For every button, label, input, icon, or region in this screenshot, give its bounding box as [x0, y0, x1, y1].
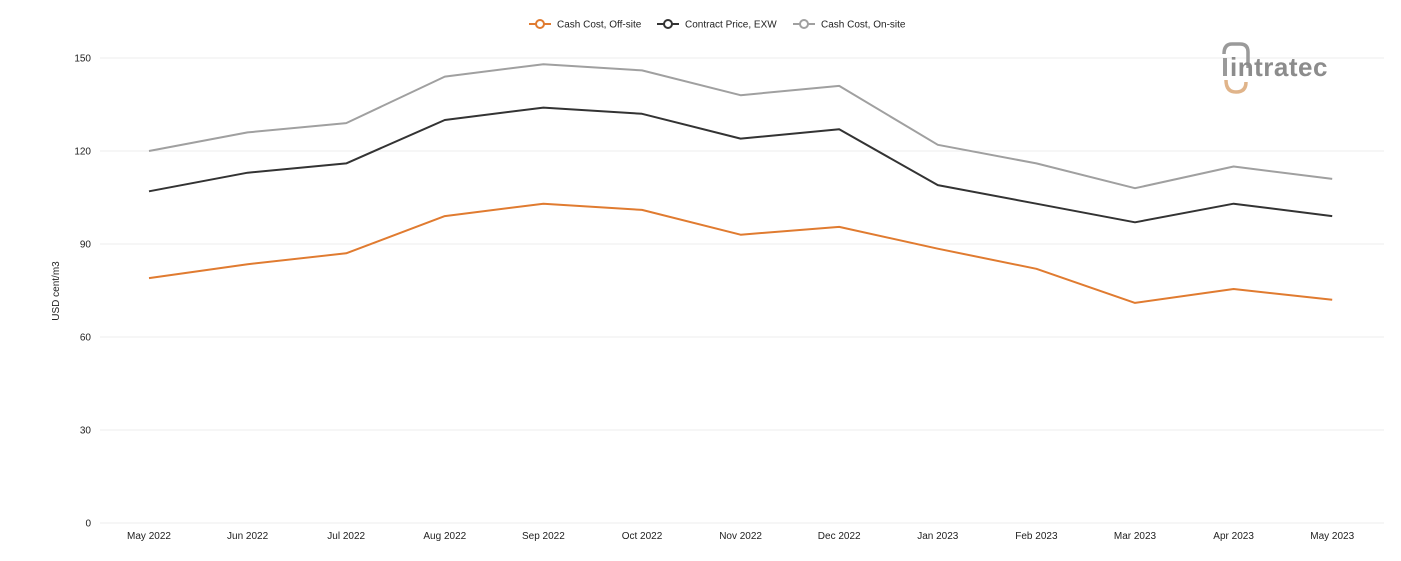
x-tick-label: Mar 2023: [1114, 531, 1157, 542]
x-axis: May 2022 Jun 2022 Jul 2022 Aug 2022 Sep 2022…: [127, 531, 1355, 542]
series-line: [148, 106, 1333, 224]
y-tick-label: 150: [74, 54, 91, 65]
x-tick-label: Sep 2022: [522, 531, 565, 542]
legend-marker: [535, 19, 545, 29]
legend-item: Cash Cost, Off-site: [529, 19, 642, 31]
x-tick-label: Jun 2022: [227, 531, 269, 542]
legend-marker: [799, 19, 809, 29]
legend-marker: [663, 19, 673, 29]
x-tick-label: May 2023: [1310, 531, 1354, 542]
x-tick-label: Jan 2023: [917, 531, 959, 542]
y-axis: 0 30 60 90 120 150: [74, 54, 91, 530]
x-tick-label: Feb 2023: [1015, 531, 1058, 542]
x-tick-label: Dec 2022: [818, 531, 861, 542]
brand-logo: intratec: [1222, 42, 1328, 94]
x-tick-label: Oct 2022: [622, 531, 663, 542]
series-line: [148, 202, 1333, 304]
x-tick-label: Jul 2022: [327, 531, 365, 542]
x-tick-label: Nov 2022: [719, 531, 762, 542]
intratec-logo-icon: [1222, 42, 1250, 94]
x-tick-label: Aug 2022: [423, 531, 466, 542]
y-tick-label: 0: [85, 519, 91, 530]
y-tick-label: 120: [74, 147, 91, 158]
series-lines: [148, 63, 1333, 304]
x-tick-label: May 2022: [127, 531, 171, 542]
y-tick-label: 90: [80, 240, 92, 251]
y-axis-title: USD cent/m3: [51, 261, 62, 321]
legend-label: Contract Price, EXW: [685, 20, 777, 31]
legend-item: Contract Price, EXW: [657, 19, 777, 31]
legend-item: Cash Cost, On-site: [793, 19, 906, 31]
legend-label: Cash Cost, Off-site: [557, 20, 642, 31]
series-line: [148, 63, 1333, 190]
gridlines: [100, 57, 1384, 524]
y-tick-label: 60: [80, 333, 92, 344]
logo-text: intratec: [1230, 52, 1328, 82]
legend: Cash Cost, Off-site Contract Price, EXW Ca…: [529, 19, 906, 31]
x-tick-label: Apr 2023: [1213, 531, 1254, 542]
legend-label: Cash Cost, On-site: [821, 20, 906, 31]
y-tick-label: 30: [80, 426, 92, 437]
